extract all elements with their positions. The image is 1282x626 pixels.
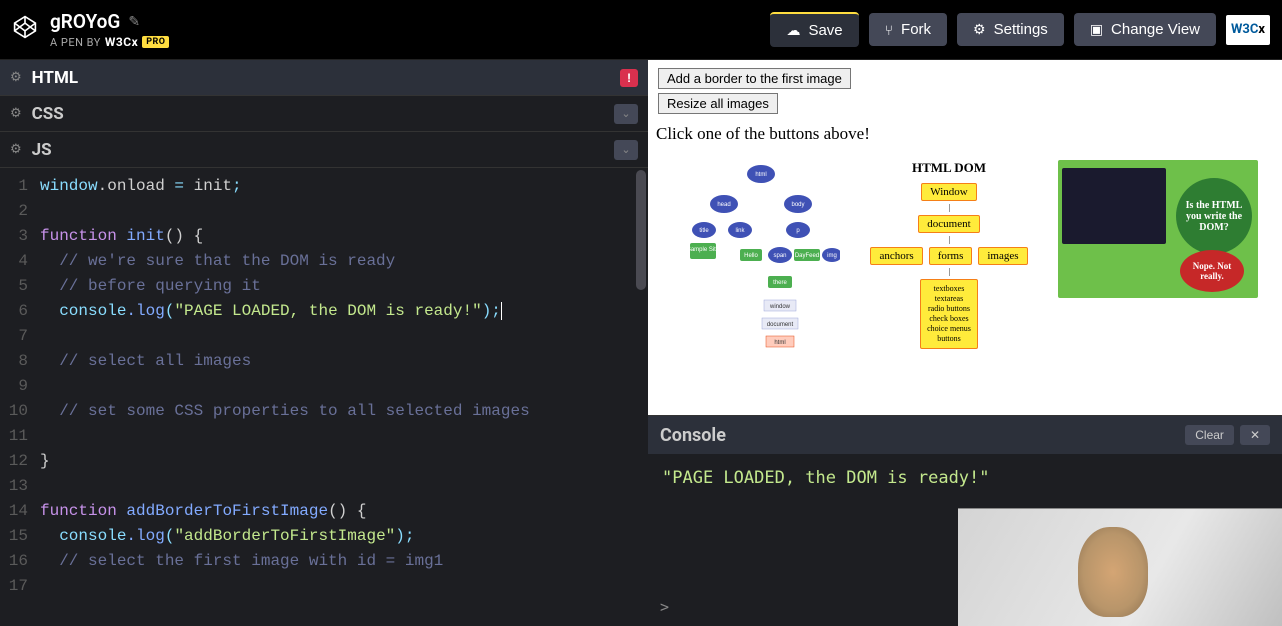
webcam-overlay (958, 508, 1282, 626)
svg-text:Hello: Hello (744, 253, 758, 259)
pen-title-block: gROYoG ✎ A PEN BY W3Cx PRO (50, 10, 169, 49)
logo-block: gROYoG ✎ A PEN BY W3Cx PRO (12, 10, 169, 49)
pro-badge: PRO (142, 36, 169, 48)
ybox-form-elements: textboxes textareas radio buttons check … (920, 279, 978, 349)
layout-icon: ▣ (1090, 21, 1103, 38)
codepen-logo-icon[interactable] (12, 14, 38, 40)
html-panel-label: HTML (32, 68, 78, 88)
byline-prefix: A PEN BY (50, 36, 101, 49)
answer-bubble: Nope. Not really. (1180, 250, 1244, 292)
line-number: 9 (0, 374, 40, 399)
pen-byline: A PEN BY W3Cx PRO (50, 35, 169, 49)
css-panel-label: CSS (32, 104, 64, 124)
save-button[interactable]: ☁ Save (770, 12, 858, 47)
dom-yellow-image: HTML DOM Window document anchors forms i… (854, 160, 1044, 370)
console-close-button[interactable]: ✕ (1240, 425, 1270, 445)
pen-author[interactable]: W3Cx (105, 35, 138, 49)
gear-icon[interactable]: ⚙ (10, 70, 22, 85)
html-panel-header[interactable]: ⚙ HTML ! (0, 60, 648, 96)
line-number: 4 (0, 249, 40, 274)
svg-text:span: span (773, 253, 786, 259)
svg-text:title: title (699, 228, 709, 234)
svg-text:DayFeed: DayFeed (795, 253, 819, 259)
console-title: Console (660, 425, 726, 446)
settings-label: Settings (994, 21, 1048, 38)
svg-text:window: window (769, 304, 791, 310)
main-area: ⚙ HTML ! ⚙ CSS ⌄ ⚙ JS ⌄ 1window.onload =… (0, 60, 1282, 626)
line-number: 6 (0, 299, 40, 324)
console-panel: Console Clear ✕ "PAGE LOADED, the DOM is… (648, 415, 1282, 626)
code-thumbnail (1062, 168, 1166, 244)
preview-pane[interactable]: Add a border to the first image Resize a… (648, 60, 1282, 415)
chevron-down-icon[interactable]: ⌄ (614, 104, 638, 124)
editor-column: ⚙ HTML ! ⚙ CSS ⌄ ⚙ JS ⌄ 1window.onload =… (0, 60, 648, 626)
console-output-line: "PAGE LOADED, the DOM is ready!" (662, 468, 1268, 488)
line-number: 16 (0, 549, 40, 574)
console-body[interactable]: "PAGE LOADED, the DOM is ready!" > (648, 454, 1282, 626)
ybox-document: document (918, 215, 979, 233)
line-number: 11 (0, 424, 40, 449)
svg-text:head: head (717, 202, 730, 208)
w3c-logo[interactable]: W3Cx (1226, 15, 1270, 45)
line-number: 1 (0, 174, 40, 199)
resize-images-button[interactable]: Resize all images (658, 93, 778, 114)
cloud-icon: ☁ (786, 22, 800, 39)
line-number: 12 (0, 449, 40, 474)
svg-text:Sample Site: Sample Site (687, 247, 720, 253)
ybox-forms: forms (929, 247, 973, 265)
console-header: Console Clear ✕ (648, 416, 1282, 454)
fork-icon: ⑂ (885, 22, 893, 38)
settings-button[interactable]: ⚙ Settings (957, 13, 1064, 46)
line-number: 15 (0, 524, 40, 549)
ybox-images: images (978, 247, 1027, 265)
console-clear-button[interactable]: Clear (1185, 425, 1234, 445)
gear-icon[interactable]: ⚙ (10, 106, 22, 121)
line-number: 7 (0, 324, 40, 349)
line-number: 10 (0, 399, 40, 424)
change-view-button[interactable]: ▣ Change View (1074, 13, 1216, 46)
change-view-label: Change View (1111, 21, 1200, 38)
chevron-down-icon[interactable]: ⌄ (614, 140, 638, 160)
dom-tree-image: html head body title link p Sample Site … (682, 160, 840, 370)
save-label: Save (808, 22, 842, 39)
fork-label: Fork (901, 21, 931, 38)
line-number: 17 (0, 574, 40, 599)
js-editor[interactable]: 1window.onload = init; 2 3function init(… (0, 168, 648, 626)
preview-images-row: html head body title link p Sample Site … (656, 156, 1274, 370)
pen-title[interactable]: gROYoG (50, 10, 120, 33)
svg-text:html: html (774, 340, 785, 346)
app-header: gROYoG ✎ A PEN BY W3Cx PRO ☁ Save ⑂ Fork ⚙… (0, 0, 1282, 60)
js-panel-header[interactable]: ⚙ JS ⌄ (0, 132, 648, 168)
preview-instruction: Click one of the buttons above! (656, 124, 1274, 144)
console-prompt[interactable]: > (660, 598, 669, 616)
gear-icon: ⚙ (973, 21, 986, 38)
svg-text:link: link (735, 228, 745, 234)
js-panel-label: JS (32, 140, 52, 160)
css-panel-header[interactable]: ⚙ CSS ⌄ (0, 96, 648, 132)
line-number: 5 (0, 274, 40, 299)
line-number: 8 (0, 349, 40, 374)
line-number: 2 (0, 199, 40, 224)
svg-text:html: html (755, 172, 766, 178)
result-column: Add a border to the first image Resize a… (648, 60, 1282, 626)
line-number: 13 (0, 474, 40, 499)
edit-icon[interactable]: ✎ (128, 14, 140, 30)
question-bubble: Is the HTML you write the DOM? (1176, 178, 1252, 254)
svg-text:there: there (773, 280, 787, 286)
header-actions: ☁ Save ⑂ Fork ⚙ Settings ▣ Change View W3Cx (770, 12, 1270, 47)
ybox-window: Window (921, 183, 976, 201)
error-badge[interactable]: ! (620, 69, 638, 87)
green-card-image: Is the HTML you write the DOM? Nope. Not… (1058, 160, 1258, 298)
editor-scrollbar[interactable] (636, 170, 646, 290)
add-border-button[interactable]: Add a border to the first image (658, 68, 851, 89)
line-number: 3 (0, 224, 40, 249)
svg-text:img: img (827, 253, 837, 259)
dom-diagram-title: HTML DOM (912, 160, 986, 176)
svg-text:document: document (767, 322, 794, 328)
line-number: 14 (0, 499, 40, 524)
ybox-anchors: anchors (870, 247, 922, 265)
fork-button[interactable]: ⑂ Fork (869, 13, 947, 46)
svg-text:body: body (791, 202, 804, 208)
gear-icon[interactable]: ⚙ (10, 142, 22, 157)
